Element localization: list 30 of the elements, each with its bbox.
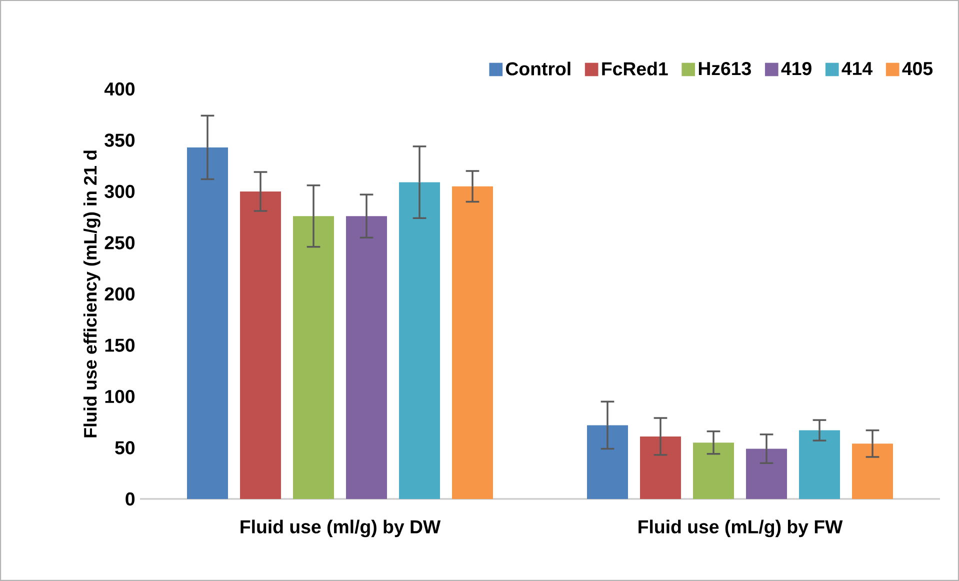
bar bbox=[746, 448, 788, 499]
x-tick-label: Fluid use (ml/g) by DW bbox=[240, 520, 441, 538]
bar bbox=[293, 216, 334, 499]
legend-label: 414 bbox=[842, 62, 872, 75]
legend-label: Hz613 bbox=[698, 62, 751, 76]
x-tick-label: Fluid use (mL/g) by FW bbox=[638, 520, 843, 538]
bar bbox=[187, 147, 228, 499]
bar bbox=[799, 430, 840, 499]
y-axis-title: Fluid use efficiency (mL/g) in 21 d bbox=[83, 150, 100, 438]
y-tick-label: 200 bbox=[104, 287, 135, 301]
y-tick-label: 300 bbox=[104, 184, 135, 198]
y-tick-label: 350 bbox=[104, 134, 135, 147]
bar bbox=[240, 191, 282, 499]
y-tick-label: 100 bbox=[105, 390, 135, 404]
bar bbox=[852, 444, 893, 499]
y-tick-label: 400 bbox=[104, 82, 135, 96]
legend-label: FcRed1 bbox=[602, 62, 668, 76]
legend-label: Control bbox=[506, 62, 570, 76]
legend-label: 419 bbox=[781, 62, 812, 76]
y-tick-label: 250 bbox=[104, 236, 135, 250]
bar bbox=[452, 186, 494, 499]
bar bbox=[693, 442, 734, 499]
bar bbox=[346, 216, 388, 499]
y-tick-label: 50 bbox=[115, 441, 135, 454]
bar bbox=[587, 425, 628, 499]
y-tick-label: 0 bbox=[126, 492, 135, 506]
bar bbox=[640, 436, 682, 499]
y-tick-label: 150 bbox=[105, 338, 135, 352]
legend-label: 405 bbox=[902, 62, 933, 76]
bar bbox=[399, 182, 440, 499]
